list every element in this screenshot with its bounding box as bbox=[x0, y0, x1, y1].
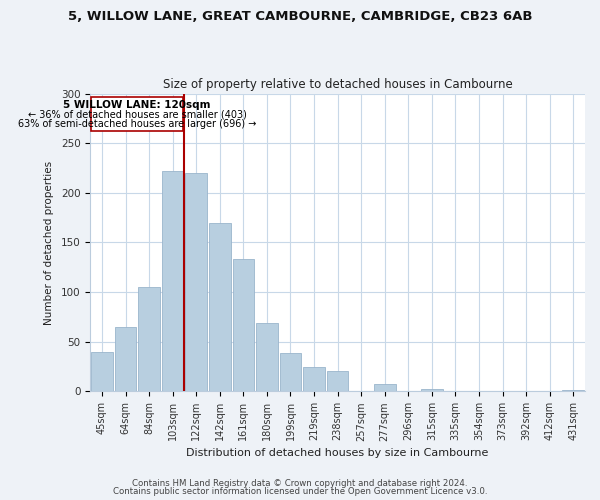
Bar bbox=[91, 352, 113, 392]
Bar bbox=[562, 390, 584, 392]
X-axis label: Distribution of detached houses by size in Cambourne: Distribution of detached houses by size … bbox=[187, 448, 489, 458]
Bar bbox=[233, 260, 254, 392]
Text: Contains public sector information licensed under the Open Government Licence v3: Contains public sector information licen… bbox=[113, 487, 487, 496]
Bar bbox=[256, 323, 278, 392]
Bar bbox=[280, 352, 301, 392]
Bar bbox=[162, 171, 184, 392]
Bar bbox=[138, 287, 160, 392]
Text: ← 36% of detached houses are smaller (403): ← 36% of detached houses are smaller (40… bbox=[28, 110, 247, 120]
Text: 5, WILLOW LANE, GREAT CAMBOURNE, CAMBRIDGE, CB23 6AB: 5, WILLOW LANE, GREAT CAMBOURNE, CAMBRID… bbox=[68, 10, 532, 23]
Title: Size of property relative to detached houses in Cambourne: Size of property relative to detached ho… bbox=[163, 78, 512, 91]
Bar bbox=[327, 372, 349, 392]
Text: Contains HM Land Registry data © Crown copyright and database right 2024.: Contains HM Land Registry data © Crown c… bbox=[132, 478, 468, 488]
Bar bbox=[421, 390, 443, 392]
Bar bbox=[185, 173, 207, 392]
Text: 63% of semi-detached houses are larger (696) →: 63% of semi-detached houses are larger (… bbox=[18, 120, 256, 130]
Bar bbox=[115, 327, 136, 392]
FancyBboxPatch shape bbox=[91, 96, 183, 132]
Bar bbox=[374, 384, 395, 392]
Bar bbox=[303, 366, 325, 392]
Text: 5 WILLOW LANE: 120sqm: 5 WILLOW LANE: 120sqm bbox=[63, 100, 211, 110]
Y-axis label: Number of detached properties: Number of detached properties bbox=[44, 160, 54, 324]
Bar bbox=[209, 222, 230, 392]
